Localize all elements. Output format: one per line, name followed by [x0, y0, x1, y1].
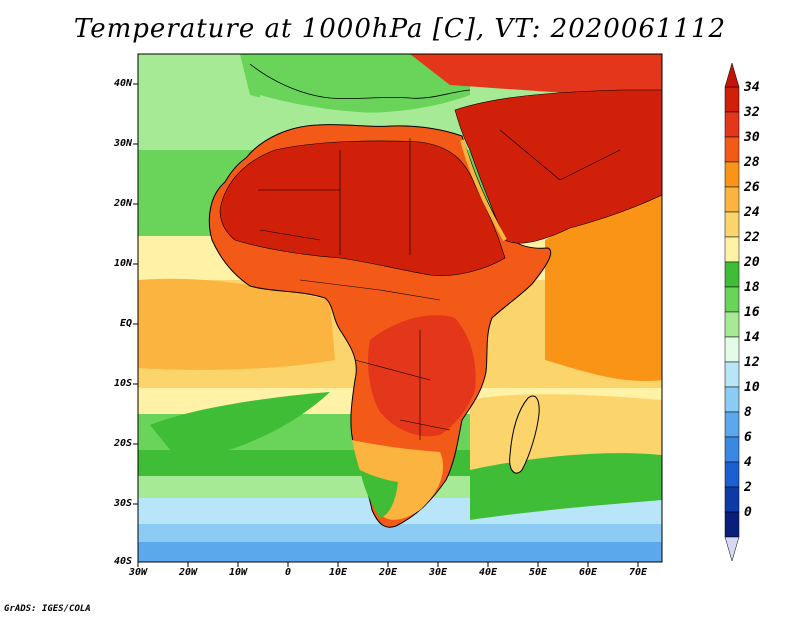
colorbar-swatch	[724, 86, 740, 113]
colorbar-label: 20	[744, 255, 760, 270]
central-africa-hot	[368, 315, 476, 437]
colorbar-swatch	[724, 311, 740, 338]
warm-ocean-east	[545, 170, 662, 381]
europe-coast	[249, 63, 471, 99]
country-borders	[258, 129, 621, 440]
lon-label: 70E	[628, 567, 648, 578]
colorbar-swatch	[724, 386, 740, 413]
colorbar-label: 28	[744, 155, 760, 170]
lat-label: EQ	[119, 318, 132, 329]
colorbar-label: 18	[744, 280, 760, 295]
lon-label: 50E	[528, 567, 548, 578]
colorbar-swatch	[724, 161, 740, 188]
colorbar-top-arrow	[724, 62, 740, 88]
lat-label: 20N	[113, 198, 132, 209]
colorbar	[724, 62, 740, 562]
colorbar-swatch	[724, 361, 740, 388]
colorbar-swatch	[724, 286, 740, 313]
ocean-band	[138, 524, 662, 546]
lon-label: 10E	[328, 567, 348, 578]
map-plot-area	[138, 54, 662, 562]
colorbar-swatch	[724, 511, 740, 538]
warm-ocean-west	[138, 278, 335, 370]
lon-label: 40E	[478, 567, 498, 578]
colorbar-swatch	[724, 461, 740, 488]
atlantic-green-blob	[150, 392, 330, 462]
colorbar-label: 8	[744, 405, 752, 420]
europe-hot-south	[410, 54, 662, 100]
red-sea	[460, 139, 507, 241]
madagascar	[509, 395, 540, 474]
colorbar-swatch	[724, 261, 740, 288]
colorbar-swatch	[724, 436, 740, 463]
colorbar-swatch	[724, 486, 740, 513]
lon-label: 30W	[128, 567, 148, 578]
lat-label: 20S	[113, 438, 132, 449]
colorbar-label: 4	[744, 455, 752, 470]
colorbar-label: 24	[744, 205, 760, 220]
colorbar-swatch	[724, 411, 740, 438]
colorbar-swatch	[724, 236, 740, 263]
colorbar-label: 2	[744, 480, 752, 495]
colorbar-label: 16	[744, 305, 760, 320]
colorbar-label: 32	[744, 105, 760, 120]
lon-label: 30E	[428, 567, 448, 578]
colorbar-label: 26	[744, 180, 760, 195]
colorbar-swatch	[724, 336, 740, 363]
lat-label: 10N	[113, 258, 132, 269]
colorbar-label: 10	[744, 380, 760, 395]
sahara-hot	[219, 140, 506, 276]
axis-ticks	[133, 83, 639, 567]
lat-label: 30N	[113, 138, 132, 149]
colorbar-label: 30	[744, 130, 760, 145]
plot-frame	[137, 53, 663, 563]
colorbar-swatch	[724, 211, 740, 238]
colorbar-swatch	[724, 136, 740, 163]
colorbar-label: 12	[744, 355, 760, 370]
ocean-band	[138, 542, 662, 562]
colorbar-label: 34	[744, 80, 760, 95]
colorbar-bottom-arrow	[724, 536, 740, 562]
colorbar-swatch	[724, 186, 740, 213]
lon-label: 20E	[378, 567, 398, 578]
lat-label: 40N	[113, 78, 132, 89]
lat-label: 10S	[113, 378, 132, 389]
colorbar-label: 6	[744, 430, 752, 445]
colorbar-label: 0	[744, 505, 752, 520]
colorbar-swatch	[724, 111, 740, 138]
colorbar-label: 22	[744, 230, 760, 245]
lat-label: 40S	[113, 556, 132, 567]
lon-label: 10W	[228, 567, 248, 578]
colorbar-label: 14	[744, 330, 760, 345]
south-cape-green	[360, 470, 398, 518]
lon-label: 20W	[178, 567, 198, 578]
lat-label: 30S	[113, 498, 132, 509]
footer-credit: GrADS: IGES/COLA	[4, 604, 91, 614]
arabia-hot	[454, 89, 662, 244]
chart-title: Temperature at 1000hPa [C], VT: 20200611…	[73, 14, 727, 44]
lon-label: 0	[284, 567, 292, 578]
lon-label: 60E	[578, 567, 598, 578]
